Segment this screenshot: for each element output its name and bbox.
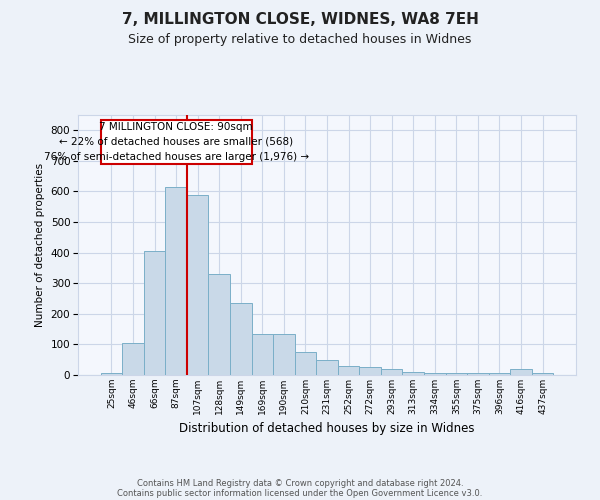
FancyBboxPatch shape [101,120,251,164]
Bar [316,360,338,375]
Bar [295,352,316,375]
Bar [446,374,467,375]
Bar [166,187,187,375]
X-axis label: Distribution of detached houses by size in Widnes: Distribution of detached houses by size … [179,422,475,436]
Text: 7 MILLINGTON CLOSE: 90sqm
← 22% of detached houses are smaller (568)
76% of semi: 7 MILLINGTON CLOSE: 90sqm ← 22% of detac… [44,122,308,162]
Bar [532,374,553,375]
Bar [359,368,381,375]
Bar [467,374,488,375]
Bar [403,372,424,375]
Bar [144,251,166,375]
Bar [381,369,403,375]
Text: Contains HM Land Registry data © Crown copyright and database right 2024.: Contains HM Land Registry data © Crown c… [137,478,463,488]
Bar [510,369,532,375]
Text: Size of property relative to detached houses in Widnes: Size of property relative to detached ho… [128,32,472,46]
Bar [230,303,251,375]
Bar [251,334,273,375]
Text: Contains public sector information licensed under the Open Government Licence v3: Contains public sector information licen… [118,488,482,498]
Y-axis label: Number of detached properties: Number of detached properties [35,163,45,327]
Bar [101,374,122,375]
Bar [187,194,208,375]
Bar [424,374,446,375]
Bar [208,274,230,375]
Bar [338,366,359,375]
Bar [273,334,295,375]
Bar [122,343,144,375]
Text: 7, MILLINGTON CLOSE, WIDNES, WA8 7EH: 7, MILLINGTON CLOSE, WIDNES, WA8 7EH [122,12,478,28]
Bar [488,374,510,375]
